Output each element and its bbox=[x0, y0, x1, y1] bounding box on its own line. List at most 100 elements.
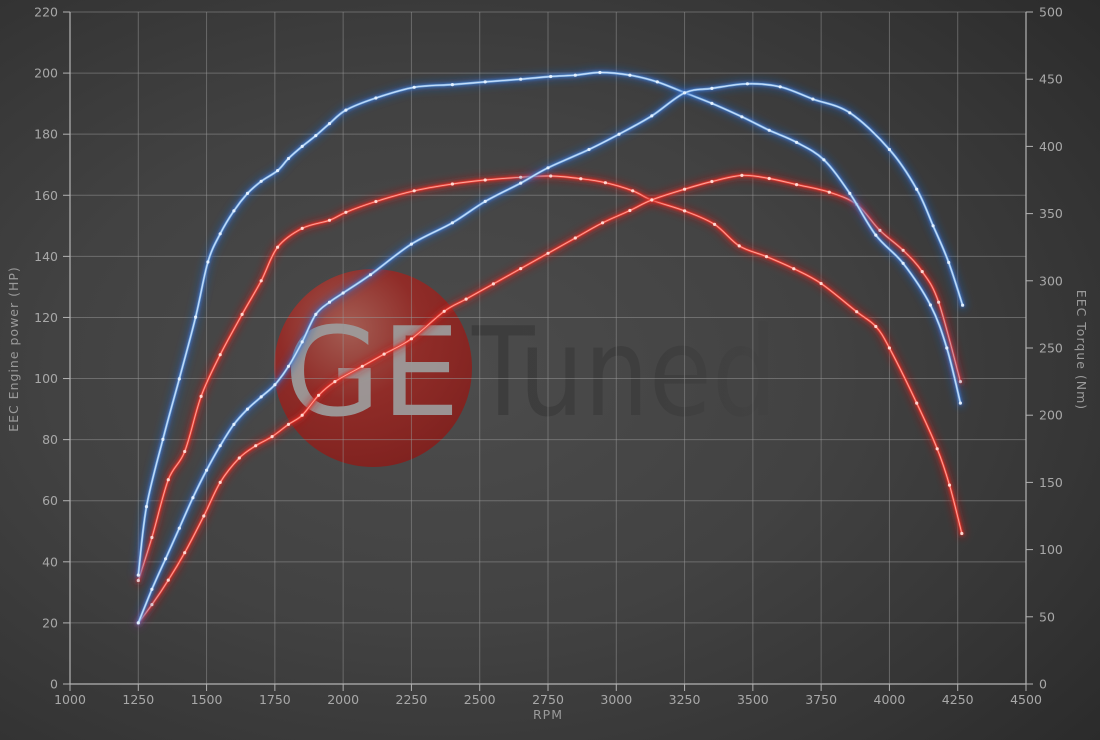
data-point bbox=[259, 179, 263, 183]
y-left-tick-label: 100 bbox=[34, 371, 58, 386]
data-point bbox=[655, 80, 659, 84]
data-point bbox=[218, 232, 222, 236]
data-point bbox=[901, 248, 905, 252]
data-point bbox=[546, 166, 550, 170]
data-point bbox=[617, 132, 621, 136]
data-point bbox=[194, 315, 198, 319]
y-left-tick-label: 60 bbox=[42, 493, 58, 508]
data-point bbox=[218, 353, 222, 357]
data-point bbox=[374, 96, 378, 100]
data-point bbox=[961, 303, 965, 307]
data-point bbox=[202, 514, 206, 518]
data-point bbox=[300, 340, 304, 344]
data-point bbox=[628, 73, 632, 77]
data-point bbox=[764, 255, 769, 259]
data-point bbox=[183, 449, 187, 454]
data-point bbox=[314, 312, 318, 316]
data-point bbox=[848, 191, 852, 195]
y-right-tick-label: 350 bbox=[1039, 206, 1063, 221]
x-tick-label: 4500 bbox=[1010, 692, 1042, 707]
data-point bbox=[270, 435, 274, 439]
data-point bbox=[412, 189, 416, 193]
data-point bbox=[947, 483, 952, 487]
x-tick-label: 3250 bbox=[669, 692, 701, 707]
data-point bbox=[792, 267, 796, 271]
data-point bbox=[245, 407, 250, 411]
data-point bbox=[300, 226, 304, 230]
data-point bbox=[237, 456, 241, 460]
data-point bbox=[683, 209, 687, 213]
y-right-tick-label: 100 bbox=[1039, 542, 1063, 557]
data-point bbox=[341, 291, 345, 295]
data-point bbox=[598, 70, 602, 75]
x-tick-label: 1500 bbox=[191, 692, 223, 707]
data-point bbox=[409, 242, 413, 246]
data-point bbox=[144, 505, 149, 509]
data-point bbox=[183, 551, 187, 555]
data-series bbox=[132, 67, 969, 629]
y-left-axis-title: EEC Engine power (HP) bbox=[6, 266, 21, 432]
data-point bbox=[412, 85, 416, 89]
data-point bbox=[740, 115, 744, 119]
data-point bbox=[546, 251, 550, 255]
data-point bbox=[177, 377, 181, 381]
data-point bbox=[240, 312, 244, 316]
data-point bbox=[199, 394, 203, 398]
data-point bbox=[931, 224, 935, 228]
data-point bbox=[710, 101, 714, 105]
y-right-tick-label: 200 bbox=[1039, 408, 1063, 423]
data-point bbox=[286, 156, 291, 161]
y-left-tick-label: 40 bbox=[42, 554, 58, 569]
data-point bbox=[920, 270, 924, 274]
data-point bbox=[300, 413, 304, 417]
y-left-tick-label: 120 bbox=[34, 310, 58, 325]
data-point bbox=[164, 557, 168, 561]
y-left-tick-label: 160 bbox=[34, 188, 58, 203]
watermark-tuned-text: Tuned bbox=[471, 302, 777, 445]
series-power_blue bbox=[132, 78, 969, 629]
data-point bbox=[409, 337, 413, 341]
data-point bbox=[947, 260, 951, 265]
y-right-tick-label: 400 bbox=[1039, 139, 1063, 154]
data-point bbox=[710, 179, 714, 184]
data-point bbox=[958, 401, 963, 405]
data-point bbox=[740, 173, 744, 177]
data-point bbox=[901, 261, 905, 265]
data-point bbox=[778, 85, 782, 89]
data-point bbox=[450, 83, 454, 87]
data-point bbox=[601, 221, 605, 225]
data-point bbox=[483, 80, 487, 84]
x-tick-label: 3500 bbox=[737, 692, 769, 707]
data-point bbox=[150, 587, 154, 591]
data-point bbox=[273, 383, 277, 387]
data-point bbox=[795, 183, 799, 187]
data-point bbox=[136, 621, 140, 625]
data-point bbox=[937, 300, 941, 304]
x-tick-label: 1000 bbox=[54, 692, 86, 707]
x-tick-label: 4250 bbox=[942, 692, 974, 707]
data-point bbox=[327, 218, 332, 222]
data-point bbox=[382, 352, 386, 356]
data-point bbox=[254, 444, 258, 448]
data-point bbox=[827, 190, 831, 194]
data-point bbox=[935, 447, 939, 451]
data-point bbox=[344, 108, 348, 112]
data-point bbox=[218, 480, 222, 484]
data-point bbox=[848, 111, 852, 115]
watermark: GE Tuned bbox=[274, 269, 777, 467]
data-point bbox=[573, 236, 577, 240]
axes bbox=[63, 11, 1033, 691]
series-torque_red bbox=[132, 170, 968, 586]
data-point bbox=[710, 86, 714, 90]
y-left-tick-label: 0 bbox=[50, 677, 58, 692]
x-tick-label: 1750 bbox=[259, 692, 291, 707]
y-left-tick-label: 180 bbox=[34, 127, 58, 142]
watermark-red-circle bbox=[274, 269, 472, 467]
data-point bbox=[650, 114, 654, 118]
data-point bbox=[519, 267, 523, 271]
data-point bbox=[161, 437, 165, 441]
data-point bbox=[945, 346, 949, 350]
y-right-tick-label: 450 bbox=[1039, 72, 1063, 87]
data-point bbox=[628, 208, 632, 213]
